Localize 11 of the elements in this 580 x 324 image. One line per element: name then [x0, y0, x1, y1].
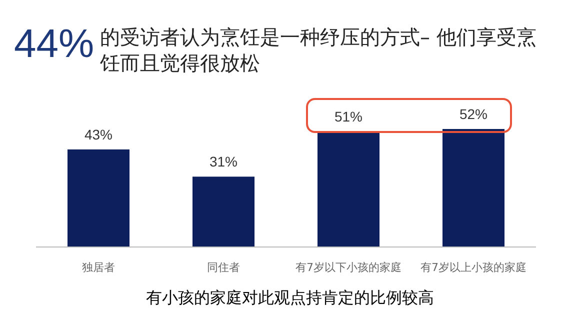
data-label: 31% — [209, 154, 238, 170]
title: 44% — [14, 22, 94, 67]
subtitle: 的受访者认为烹饪是一种纾压的方式– 他们享受烹饪而且觉得很放松 — [100, 24, 538, 76]
x-tick-label: 有7岁以下小孩的家庭 — [296, 261, 402, 274]
annotation: 有小孩的家庭对此观点持肯定的比例较高 — [145, 288, 435, 309]
x-tick-label: 有7岁以上小孩的家庭 — [420, 261, 526, 274]
data-label: 43% — [84, 126, 113, 142]
data-label: 52% — [459, 106, 488, 122]
data-label: 51% — [334, 108, 363, 124]
x-tick-label: 独居者 — [82, 261, 115, 274]
x-tick-label: 同住者 — [207, 261, 240, 274]
